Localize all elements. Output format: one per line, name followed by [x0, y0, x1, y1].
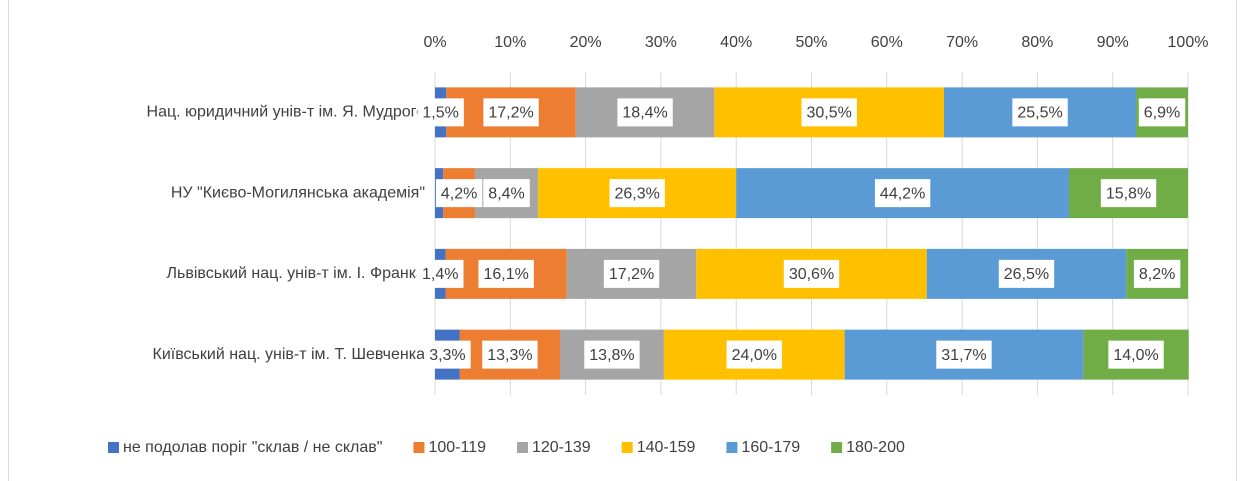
- data-label-box: [783, 259, 840, 288]
- data-label: 1,5%: [422, 105, 458, 122]
- data-label: 14,0%: [1113, 347, 1158, 364]
- data-label-box: [483, 179, 530, 208]
- data-label-box: [482, 340, 538, 369]
- legend-swatch: [108, 442, 119, 453]
- y-tick-label: НУ "Києво-Могилянська академія": [171, 184, 425, 201]
- legend-label: не подолав поріг "склав / не склав": [123, 439, 382, 456]
- data-label-box: [417, 98, 464, 127]
- x-tick-label: 80%: [1021, 34, 1053, 51]
- data-label: 16,1%: [483, 266, 528, 283]
- data-label: 13,3%: [487, 347, 532, 364]
- data-label: 13,8%: [589, 347, 634, 364]
- data-label-box: [435, 179, 483, 208]
- data-label: 17,2%: [488, 105, 533, 122]
- data-label-box: [584, 340, 640, 369]
- y-tick-label: Київський нац. унів-т ім. Т. Шевченка: [153, 346, 426, 363]
- y-tick-label: Нац. юридичний унів-т ім. Я. Мудрого: [147, 104, 426, 121]
- data-label-box: [936, 340, 992, 369]
- data-label: 30,6%: [789, 266, 834, 283]
- legend-label: 100-119: [428, 439, 486, 456]
- data-label: 26,3%: [614, 185, 659, 202]
- data-label: 17,2%: [609, 266, 654, 283]
- data-label-box: [483, 98, 539, 127]
- legend-swatch: [726, 442, 738, 453]
- x-tick-label: 30%: [645, 34, 677, 51]
- chart-frame: [8, 0, 1237, 481]
- data-label: 8,2%: [1139, 266, 1175, 283]
- x-tick-label: 10%: [494, 34, 526, 51]
- data-label-box: [1133, 259, 1181, 288]
- y-tick-label: Львівський нац. унів-т ім. І. Франка: [167, 265, 426, 282]
- data-label-box: [1108, 340, 1164, 369]
- data-label-box: [726, 340, 782, 369]
- legend-label: 120-139: [532, 439, 591, 456]
- x-tick-label: 70%: [946, 34, 978, 51]
- x-tick-label: 20%: [570, 34, 602, 51]
- data-label-box: [1100, 179, 1157, 208]
- data-label: 31,7%: [941, 347, 986, 364]
- data-label-box: [874, 179, 931, 208]
- data-label: 25,5%: [1017, 105, 1062, 122]
- legend-label: 140-159: [637, 439, 696, 456]
- x-tick-label: 50%: [795, 34, 827, 51]
- data-label-box: [478, 259, 534, 288]
- data-label: 8,4%: [488, 185, 524, 202]
- data-label: 3,3%: [429, 347, 465, 364]
- data-label: 1,4%: [422, 266, 458, 283]
- x-tick-label: 0%: [423, 34, 446, 51]
- data-label: 24,0%: [732, 347, 777, 364]
- data-label-box: [1138, 98, 1186, 127]
- x-tick-label: 60%: [871, 34, 903, 51]
- data-label-box: [801, 98, 857, 127]
- data-label: 44,2%: [880, 185, 925, 202]
- legend-swatch: [413, 442, 425, 453]
- legend-swatch: [621, 442, 633, 453]
- data-label: 4,2%: [441, 185, 477, 202]
- data-label: 26,5%: [1004, 266, 1049, 283]
- legend-label: 180-200: [846, 439, 905, 456]
- legend-swatch: [516, 442, 528, 453]
- data-label-box: [417, 259, 464, 288]
- legend-label: 160-179: [741, 439, 800, 456]
- data-label: 30,5%: [807, 105, 852, 122]
- data-label-box: [617, 98, 673, 127]
- data-label-box: [424, 340, 471, 369]
- data-label: 18,4%: [622, 105, 667, 122]
- x-tick-label: 90%: [1097, 34, 1129, 51]
- data-label-box: [998, 259, 1055, 288]
- data-label-box: [603, 259, 660, 288]
- data-label: 15,8%: [1106, 185, 1151, 202]
- data-label-box: [609, 179, 665, 208]
- x-tick-label: 40%: [720, 34, 752, 51]
- x-tick-label: 100%: [1168, 34, 1209, 51]
- data-label-box: [1012, 98, 1068, 127]
- legend-swatch: [831, 442, 843, 453]
- data-label: 6,9%: [1144, 105, 1180, 122]
